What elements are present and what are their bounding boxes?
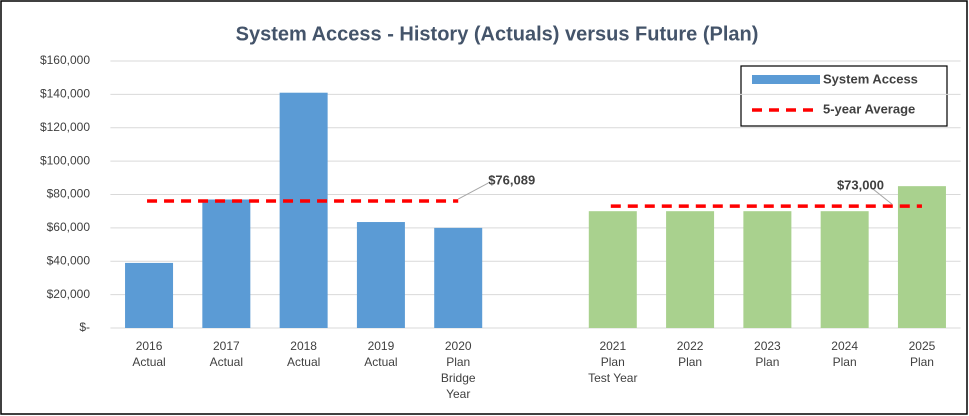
x-tick-label: 2020 <box>445 339 472 353</box>
y-tick-label: $- <box>79 320 90 334</box>
legend-label: System Access <box>823 71 918 86</box>
x-tick-label: 2023 <box>754 339 781 353</box>
x-tick-label: Year <box>446 387 470 401</box>
annotation: $76,089 <box>488 172 535 187</box>
bar <box>202 199 251 328</box>
bar <box>588 211 637 328</box>
bar <box>820 211 869 328</box>
x-tick-label: Plan <box>910 355 934 369</box>
bar <box>897 186 946 328</box>
x-tick-label: 2018 <box>290 339 317 353</box>
x-tick-label: Actual <box>287 355 320 369</box>
bar <box>434 227 483 328</box>
annotation-leader <box>457 182 489 200</box>
y-tick-label: $120,000 <box>40 120 90 134</box>
x-tick-label: Plan <box>755 355 779 369</box>
x-tick-label: Actual <box>364 355 397 369</box>
legend-swatch <box>752 75 820 84</box>
x-tick-label: Plan <box>601 355 625 369</box>
y-tick-label: $100,000 <box>40 153 90 167</box>
x-tick-label: 2024 <box>831 339 858 353</box>
x-tick-label: 2019 <box>368 339 395 353</box>
x-tick-label: 2017 <box>213 339 240 353</box>
y-tick-label: $60,000 <box>47 220 91 234</box>
x-tick-label: 2025 <box>909 339 936 353</box>
chart-title: System Access - History (Actuals) versus… <box>236 23 759 45</box>
annotation-leader <box>871 187 893 205</box>
bar <box>666 211 715 328</box>
x-tick-label: 2016 <box>136 339 163 353</box>
y-tick-label: $160,000 <box>40 53 90 67</box>
average-line <box>147 199 922 208</box>
y-tick-label: $20,000 <box>47 287 91 301</box>
bar <box>125 262 174 328</box>
legend-label: 5-year Average <box>823 101 915 116</box>
y-tick-label: $80,000 <box>47 187 91 201</box>
x-tick-label: Plan <box>678 355 702 369</box>
x-tick-label: Plan <box>833 355 857 369</box>
x-tick-label: Actual <box>210 355 243 369</box>
x-tick-label: Bridge <box>441 371 476 385</box>
x-tick-label: Plan <box>446 355 470 369</box>
y-tick-label: $140,000 <box>40 87 90 101</box>
x-tick-label: 2022 <box>677 339 704 353</box>
annotation: $73,000 <box>837 178 884 193</box>
bar <box>279 92 328 328</box>
y-tick-label: $40,000 <box>47 253 91 267</box>
x-tick-label: Actual <box>132 355 165 369</box>
bar <box>356 222 405 328</box>
x-tick-label: Test Year <box>588 371 637 385</box>
bar <box>743 211 792 328</box>
x-tick-label: 2021 <box>599 339 626 353</box>
